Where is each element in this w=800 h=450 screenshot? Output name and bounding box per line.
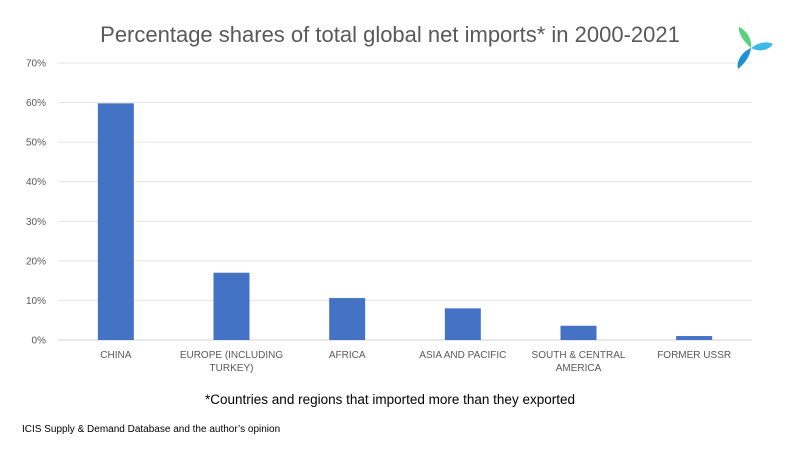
source-note: ICIS Supply & Demand Database and the au… (22, 424, 281, 435)
y-axis-ticks: 0% 10% 20% 30% 40% 50% 60% 70% (26, 59, 46, 347)
x-category-label: SOUTH & CENTRAL AMERICA (532, 350, 626, 374)
y-tick-label: 30% (26, 217, 46, 228)
x-category-label: EUROPE (INCLUDING TURKEY) (180, 350, 284, 374)
chart-title: Percentage shares of total global net im… (100, 22, 680, 47)
x-category-label: AFRICA (329, 350, 366, 361)
bars (97, 103, 713, 340)
y-tick-label: 70% (26, 59, 46, 70)
bar (213, 272, 250, 340)
bar (97, 103, 134, 340)
x-category-label: ASIA AND PACIFIC (419, 350, 506, 361)
y-tick-label: 0% (32, 336, 47, 347)
bar (444, 308, 481, 340)
y-tick-label: 50% (26, 138, 46, 149)
bar (676, 336, 713, 340)
icis-logo-icon (737, 27, 773, 69)
y-tick-label: 60% (26, 98, 46, 109)
y-tick-label: 40% (26, 177, 46, 188)
footnote: *Countries and regions that imported mor… (205, 392, 575, 407)
y-tick-label: 10% (26, 296, 46, 307)
x-axis-categories: CHINA EUROPE (INCLUDING TURKEY) AFRICA ASIA … (100, 350, 731, 374)
y-tick-label: 20% (26, 256, 46, 267)
bar (560, 325, 597, 340)
gridlines (58, 62, 752, 341)
x-category-label: CHINA (100, 350, 131, 361)
bar (329, 298, 366, 340)
x-category-label: FORMER USSR (657, 350, 731, 361)
